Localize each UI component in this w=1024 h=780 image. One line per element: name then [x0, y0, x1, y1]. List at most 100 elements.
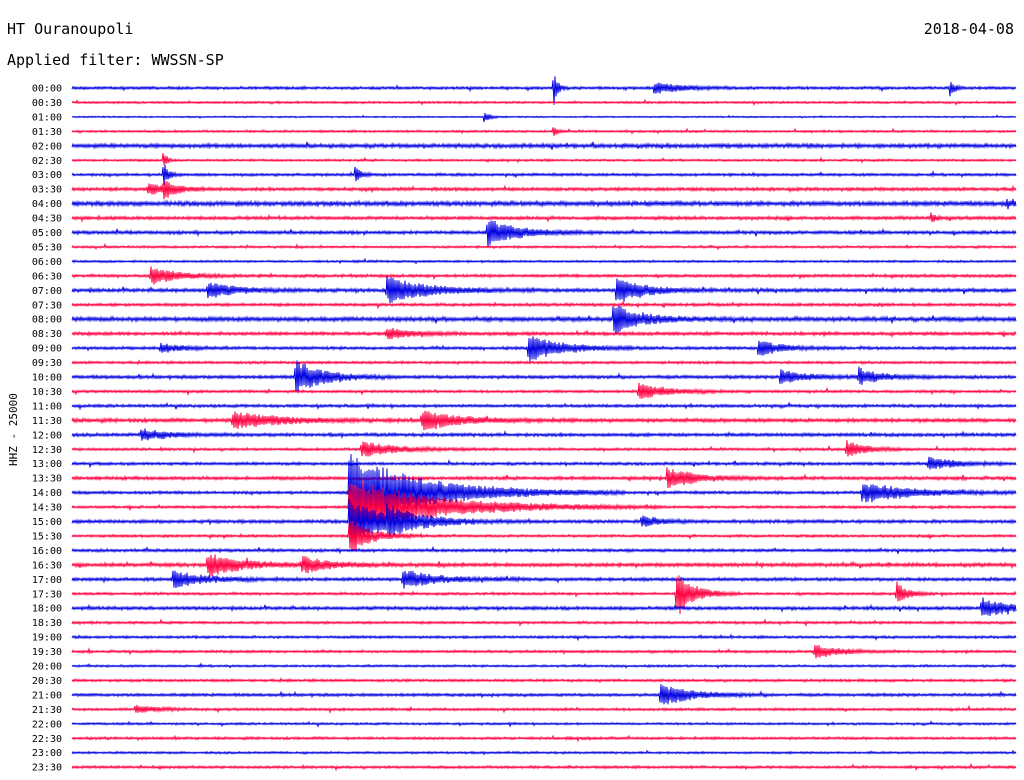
trace-row-1100 — [71, 401, 1017, 411]
trace-row-1130 — [71, 410, 1017, 431]
tick-label: 20:00 — [32, 662, 62, 673]
trace-row-0000 — [71, 76, 1017, 105]
tick-label: 23:30 — [32, 763, 62, 774]
seismic-traces — [71, 76, 1017, 772]
trace-row-1630 — [71, 554, 1017, 578]
tick-label: 01:30 — [32, 127, 62, 138]
tick-label: 22:00 — [32, 719, 62, 730]
tick-label: 00:30 — [32, 98, 62, 109]
trace-row-1430 — [71, 480, 1017, 532]
trace-row-1200 — [71, 428, 1017, 441]
tick-label: 17:00 — [32, 575, 62, 586]
tick-label: 04:00 — [32, 199, 62, 210]
tick-label: 10:00 — [32, 373, 62, 384]
tick-label: 16:30 — [32, 560, 62, 571]
trace-row-1830 — [71, 618, 1017, 628]
trace-row-1500 — [71, 498, 1017, 545]
tick-label: 18:30 — [32, 618, 62, 629]
tick-label: 19:00 — [32, 633, 62, 644]
tick-label: 21:30 — [32, 705, 62, 716]
trace-row-0800 — [71, 305, 1017, 335]
trace-row-1400 — [71, 454, 1017, 530]
tick-label: 00:00 — [32, 84, 62, 95]
trace-row-2100 — [71, 684, 1017, 705]
tick-label: 10:30 — [32, 387, 62, 398]
tick-label: 20:30 — [32, 676, 62, 687]
tick-label: 07:00 — [32, 286, 62, 297]
filter-label: Applied filter: WWSSN-SP — [7, 51, 224, 69]
tick-label: 23:00 — [32, 748, 62, 759]
trace-row-1730 — [71, 575, 1017, 615]
trace-row-1700 — [71, 570, 1017, 589]
tick-label: 02:00 — [32, 141, 62, 152]
tick-label: 09:00 — [32, 344, 62, 355]
tick-label: 13:00 — [32, 459, 62, 470]
trace-row-1330 — [71, 467, 1017, 489]
trace-row-0500 — [71, 220, 1017, 248]
trace-row-1030 — [71, 382, 1017, 399]
trace-row-2330 — [71, 762, 1017, 772]
tick-label: 22:30 — [32, 734, 62, 745]
trace-row-1530 — [71, 520, 1017, 553]
tick-label: 11:30 — [32, 416, 62, 427]
tick-label: 13:30 — [32, 474, 62, 485]
tick-label: 12:00 — [32, 430, 62, 441]
trace-row-1930 — [71, 644, 1017, 659]
tick-label: 15:30 — [32, 531, 62, 542]
trace-row-0400 — [71, 198, 1017, 210]
tick-label: 08:00 — [32, 315, 62, 326]
tick-label: 03:30 — [32, 185, 62, 196]
tick-label: 04:30 — [32, 214, 62, 225]
tick-label: 01:00 — [32, 112, 62, 123]
tick-label: 19:30 — [32, 647, 62, 658]
trace-row-2230 — [71, 734, 1017, 743]
tick-label: 06:30 — [32, 271, 62, 282]
trace-row-0730 — [71, 301, 1017, 310]
tick-label: 21:00 — [32, 690, 62, 701]
trace-row-0630 — [71, 266, 1017, 285]
tick-label: 15:00 — [32, 517, 62, 528]
trace-row-0830 — [71, 327, 1017, 340]
trace-row-0330 — [71, 181, 1017, 200]
trace-row-0100 — [71, 113, 1017, 123]
trace-row-1000 — [71, 360, 1017, 394]
tick-label: 05:00 — [32, 228, 62, 239]
trace-row-0530 — [71, 242, 1017, 251]
trace-row-0600 — [71, 257, 1017, 265]
trace-row-0430 — [71, 212, 1017, 223]
trace-row-1230 — [71, 440, 1017, 457]
trace-row-0030 — [71, 98, 1017, 107]
tick-label: 17:30 — [32, 589, 62, 600]
tick-label: 16:00 — [32, 546, 62, 557]
tick-label: 02:30 — [32, 156, 62, 167]
record-date: 2018-04-08 — [923, 20, 1014, 38]
station-title: HT Ouranoupoli — [7, 20, 134, 38]
tick-label: 14:00 — [32, 488, 62, 499]
tick-label: 05:30 — [32, 242, 62, 253]
trace-row-0900 — [71, 336, 1017, 362]
trace-row-1800 — [71, 597, 1017, 617]
trace-row-0300 — [71, 164, 1017, 185]
trace-row-0230 — [71, 153, 1017, 166]
tick-label: 06:00 — [32, 257, 62, 268]
tick-label: 18:00 — [32, 604, 62, 615]
tick-label: 08:30 — [32, 329, 62, 340]
tick-label: 14:30 — [32, 503, 62, 514]
trace-row-2130 — [71, 704, 1017, 715]
trace-row-0130 — [71, 127, 1017, 136]
trace-row-2300 — [71, 749, 1017, 756]
tick-label: 07:30 — [32, 300, 62, 311]
tick-labels: 00:00 00:30 01:00 01:30 02:00 02:30 03:00 03:30… — [32, 84, 62, 774]
tick-label: 11:00 — [32, 401, 62, 412]
trace-row-0200 — [71, 141, 1017, 150]
trace-row-2000 — [71, 662, 1017, 670]
trace-row-2200 — [71, 720, 1017, 728]
trace-row-2030 — [71, 677, 1017, 684]
trace-row-1900 — [71, 633, 1017, 642]
trace-row-1300 — [71, 456, 1017, 470]
trace-row-0700 — [71, 276, 1017, 304]
trace-row-1600 — [71, 545, 1017, 555]
tick-label: 12:30 — [32, 445, 62, 456]
trace-row-0930 — [71, 359, 1017, 366]
